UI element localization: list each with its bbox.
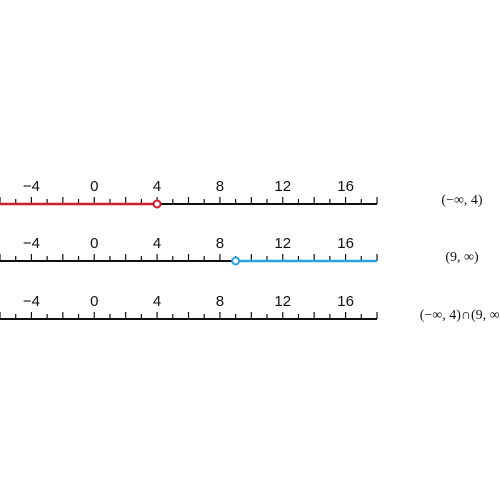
tick-label: 4 (153, 178, 161, 195)
tick-label: −4 (23, 293, 40, 310)
tick-label: 8 (216, 235, 224, 252)
tick-label: 8 (216, 293, 224, 310)
tick-label: 12 (274, 235, 291, 252)
tick-label: 0 (90, 293, 98, 310)
tick-label: 8 (216, 178, 224, 195)
interval-label: (9, ∞) (445, 250, 479, 265)
open-endpoint (231, 256, 241, 266)
tick-label: 16 (337, 235, 354, 252)
tick-label: 4 (153, 293, 161, 310)
open-endpoint (152, 199, 162, 209)
tick-label: 4 (153, 235, 161, 252)
tick-label: 0 (90, 178, 98, 195)
number-line-3: −4 0 4 8 12 16 (−∞, 4)∩(9, ∞) (0, 293, 500, 323)
interval-label: (−∞, 4)∩(9, ∞) (420, 308, 500, 323)
tick-label: 0 (90, 235, 98, 252)
tick-label: 16 (337, 293, 354, 310)
tick-label: −4 (23, 178, 40, 195)
tick-label: 12 (274, 178, 291, 195)
interval-label: (−∞, 4) (441, 193, 483, 208)
tick-label: 16 (337, 178, 354, 195)
tick-label: −4 (23, 235, 40, 252)
number-line-1: −4 0 4 8 12 16 (−∞, 4) (0, 178, 483, 209)
tick-label: 12 (274, 293, 291, 310)
number-line-2: −4 0 4 8 12 16 (9, ∞) (0, 235, 479, 266)
